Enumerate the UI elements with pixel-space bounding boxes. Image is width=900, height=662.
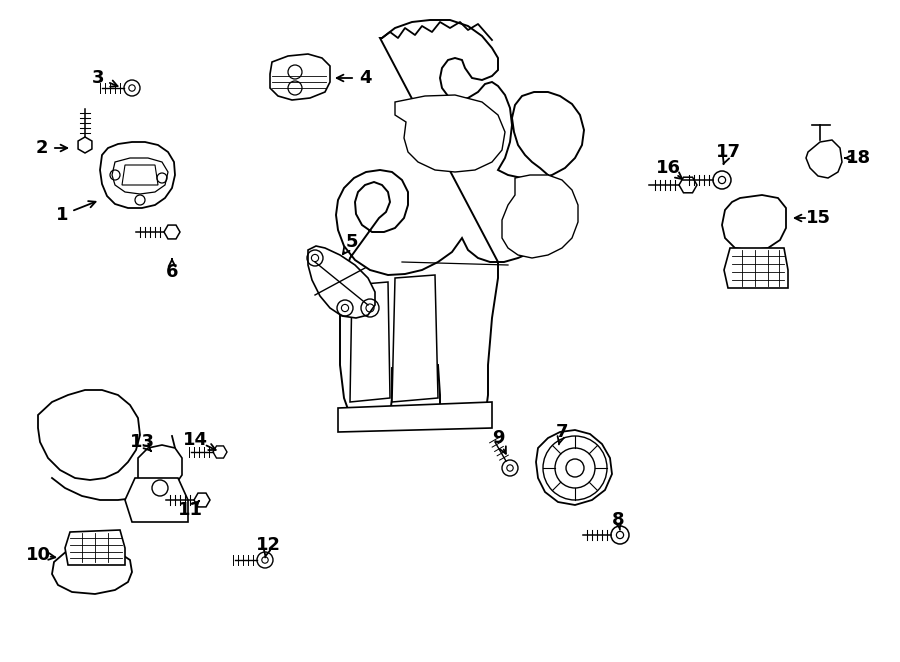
Polygon shape — [138, 445, 182, 490]
Text: 12: 12 — [256, 536, 281, 554]
Polygon shape — [392, 275, 438, 402]
Text: 9: 9 — [491, 429, 504, 447]
Polygon shape — [122, 165, 158, 185]
Text: 13: 13 — [130, 433, 155, 451]
Text: 2: 2 — [36, 139, 49, 157]
Text: 16: 16 — [655, 159, 680, 177]
Polygon shape — [112, 158, 168, 194]
Text: 6: 6 — [166, 263, 178, 281]
Text: 4: 4 — [359, 69, 372, 87]
Polygon shape — [350, 282, 390, 402]
Polygon shape — [270, 54, 330, 100]
Text: 1: 1 — [56, 206, 68, 224]
Polygon shape — [722, 195, 786, 250]
Polygon shape — [724, 248, 788, 288]
Polygon shape — [125, 478, 188, 522]
Text: 5: 5 — [346, 233, 358, 251]
Polygon shape — [65, 530, 125, 565]
Text: 7: 7 — [556, 423, 568, 441]
Polygon shape — [336, 20, 584, 418]
Text: 3: 3 — [92, 69, 104, 87]
Polygon shape — [38, 390, 140, 480]
Polygon shape — [395, 95, 505, 172]
Text: 18: 18 — [845, 149, 870, 167]
Polygon shape — [806, 140, 842, 178]
Polygon shape — [308, 246, 375, 318]
Text: 15: 15 — [806, 209, 831, 227]
Polygon shape — [502, 175, 578, 258]
Text: 17: 17 — [716, 143, 741, 161]
Text: 10: 10 — [25, 546, 50, 564]
Text: 8: 8 — [612, 511, 625, 529]
Polygon shape — [536, 430, 612, 505]
Text: 14: 14 — [183, 431, 208, 449]
Text: 11: 11 — [177, 501, 202, 519]
Polygon shape — [100, 142, 175, 208]
Polygon shape — [52, 548, 132, 594]
Polygon shape — [338, 402, 492, 432]
